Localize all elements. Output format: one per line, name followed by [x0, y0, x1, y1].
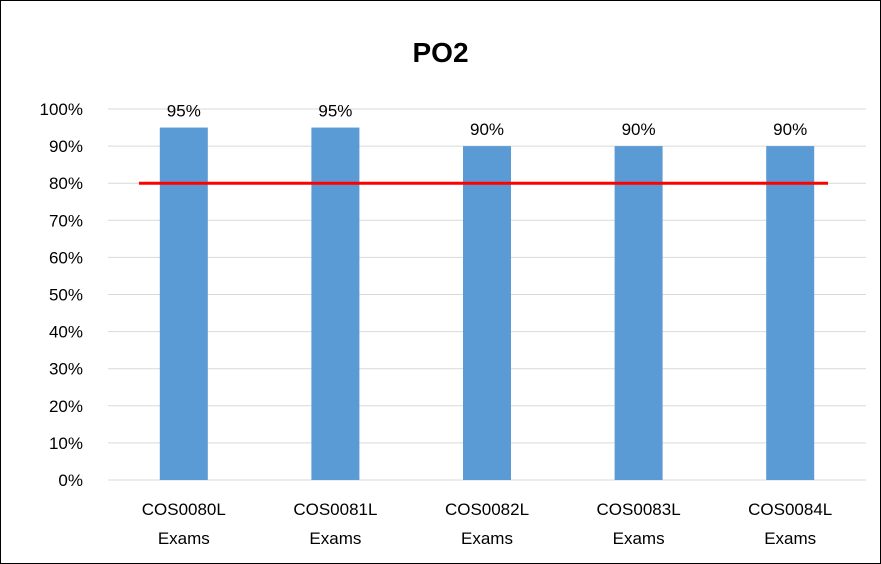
data-labels: 95% 95% 90% 90% 90% — [167, 102, 807, 140]
data-label: 95% — [318, 102, 352, 121]
y-tick-label: 90% — [49, 137, 83, 156]
y-tick-label: 10% — [49, 434, 83, 453]
x-tick-label: COS0082L Exams — [445, 500, 529, 548]
y-tick-label: 60% — [49, 248, 83, 267]
data-label: 90% — [773, 120, 807, 139]
bar — [463, 146, 511, 480]
data-label: 90% — [470, 120, 504, 139]
y-tick-label: 40% — [49, 323, 83, 342]
data-label: 95% — [167, 102, 201, 121]
y-tick-label: 100% — [40, 100, 83, 119]
y-tick-label: 70% — [49, 211, 83, 230]
y-tick-label: 20% — [49, 397, 83, 416]
bar — [311, 127, 360, 481]
x-axis-tick-labels: COS0080L Exams COS0081L Exams COS0082L Exams C… — [142, 500, 833, 548]
x-tick-label: COS0081L Exams — [293, 500, 377, 548]
y-tick-label: 30% — [49, 360, 83, 379]
y-axis-tick-labels: 0% 10% 20% 30% 40% 50% 60% 70% 80% 90% 100% — [40, 100, 83, 490]
bar — [159, 127, 208, 481]
bars — [159, 127, 815, 481]
bar — [614, 146, 663, 480]
x-tick-label: COS0080L Exams — [142, 500, 226, 548]
y-tick-label: 50% — [49, 286, 83, 305]
chart-title: PO2 — [412, 37, 469, 68]
y-tick-label: 0% — [58, 471, 83, 490]
x-tick-label: COS0084L Exams — [748, 500, 832, 548]
data-label: 90% — [622, 120, 656, 139]
x-tick-label: COS0083L Exams — [597, 500, 681, 548]
y-tick-label: 80% — [49, 174, 83, 193]
bar — [766, 146, 815, 480]
